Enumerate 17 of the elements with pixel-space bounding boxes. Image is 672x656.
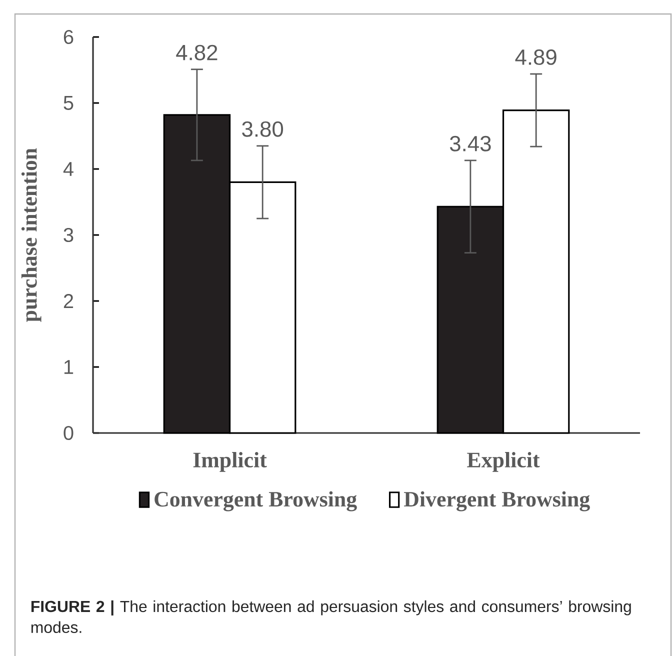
x-tick-label: Explicit	[467, 452, 540, 472]
y-tick-label: 3	[64, 228, 74, 242]
y-tick-label: 4	[63, 162, 74, 176]
y-tick-label: 5	[64, 96, 74, 110]
data-label: 4.89	[515, 49, 556, 65]
legend-label: Convergent Browsing	[154, 491, 357, 512]
data-label: 3.43	[450, 136, 491, 152]
data-label: 3.80	[242, 121, 284, 137]
y-tick-label: 1	[64, 360, 74, 374]
text: FIGURE 2 | The interaction between ad persuasion styles and consumers’ browsing modes.	[31, 600, 631, 634]
y-axis-title: purchase intention	[21, 148, 42, 322]
legend-label: Divergent Browsing	[404, 491, 590, 512]
y-tick-label: 6	[64, 30, 74, 44]
data-label: 4.82	[176, 44, 218, 60]
y-tick-label: 0	[64, 426, 74, 440]
y-tick-label: 2	[64, 294, 74, 308]
x-tick-label: Implicit	[193, 452, 267, 472]
